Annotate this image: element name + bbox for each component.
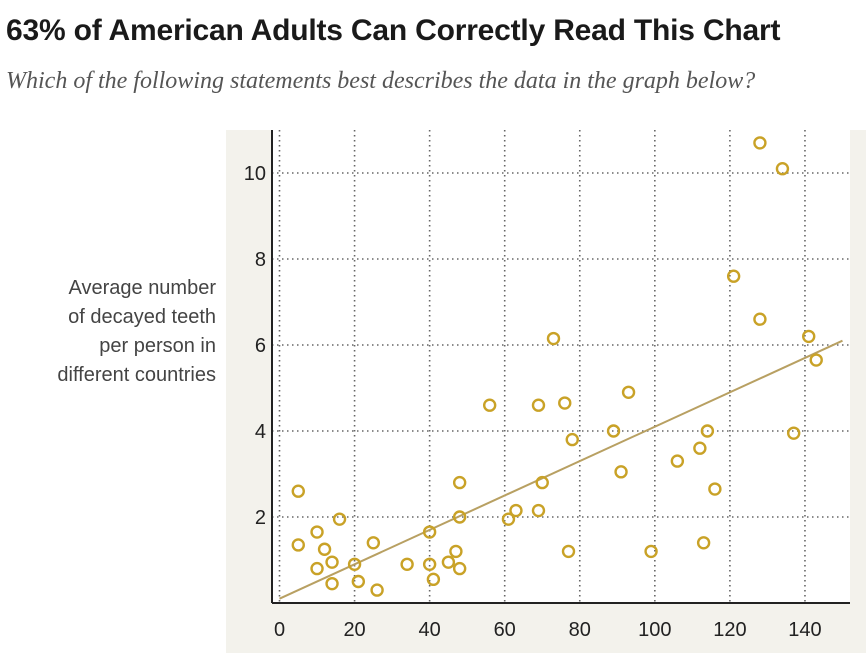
data-point <box>452 510 467 524</box>
y-axis-label: Average number of decayed teeth per pers… <box>0 274 216 390</box>
y-tick-label: 2 <box>255 507 266 529</box>
data-point <box>802 329 816 344</box>
data-point <box>621 385 636 399</box>
data-point <box>787 426 801 440</box>
data-point <box>325 576 339 591</box>
data-point <box>775 161 790 176</box>
data-point <box>558 396 572 410</box>
data-point <box>614 465 628 479</box>
data-point <box>366 536 381 550</box>
data-point <box>753 312 767 326</box>
data-point <box>351 574 366 589</box>
data-point <box>426 572 441 587</box>
plot-area <box>272 130 850 603</box>
y-axis-label-line-4: different countries <box>57 364 216 386</box>
data-point <box>501 512 516 526</box>
y-tick-label: 4 <box>255 421 266 443</box>
y-axis-label-line-1: Average number <box>68 277 217 299</box>
data-point <box>606 424 621 438</box>
data-point <box>291 484 305 498</box>
data-point <box>422 557 437 571</box>
data-point <box>531 503 546 518</box>
data-point <box>482 398 497 412</box>
y-axis-label-line-2: of decayed teeth <box>68 306 216 328</box>
data-point <box>325 555 339 569</box>
data-point <box>700 424 715 438</box>
data-point <box>310 525 324 539</box>
y-tick-label: 10 <box>244 163 266 185</box>
y-axis-label-line-3: per person in <box>99 335 216 357</box>
x-tick-label: 60 <box>494 619 516 641</box>
data-point <box>332 512 347 526</box>
data-point <box>696 536 711 550</box>
data-point <box>535 475 549 490</box>
data-point <box>370 583 384 597</box>
chart-subtitle: Which of the following statements best d… <box>6 68 756 94</box>
data-point <box>565 432 579 447</box>
data-point <box>400 557 414 571</box>
data-point <box>708 482 722 496</box>
data-point <box>449 544 463 559</box>
data-point <box>452 561 467 576</box>
y-tick-label: 8 <box>255 249 266 271</box>
data-point <box>347 557 362 571</box>
data-point <box>670 454 685 468</box>
chart-title: 63% of American Adults Can Correctly Rea… <box>6 14 781 47</box>
data-point <box>509 503 523 518</box>
data-point <box>452 475 467 490</box>
y-tick-label: 6 <box>255 335 266 357</box>
data-point <box>291 538 305 552</box>
x-tick-label: 120 <box>713 619 746 641</box>
x-tick-label: 40 <box>419 619 441 641</box>
data-point <box>561 544 576 559</box>
data-point <box>310 561 324 576</box>
x-tick-label: 100 <box>638 619 671 641</box>
x-tick-label: 0 <box>274 619 285 641</box>
data-point <box>531 398 546 412</box>
data-point <box>546 331 561 346</box>
data-point <box>693 441 707 455</box>
data-point <box>422 525 437 539</box>
x-tick-label: 140 <box>788 619 821 641</box>
x-tick-label: 20 <box>343 619 365 641</box>
data-point <box>644 544 658 559</box>
trend-line <box>279 339 843 600</box>
x-tick-label: 80 <box>569 619 591 641</box>
data-point <box>726 269 741 283</box>
data-point <box>809 353 823 367</box>
data-point <box>441 555 456 569</box>
data-point <box>753 136 767 150</box>
data-point <box>317 542 332 556</box>
